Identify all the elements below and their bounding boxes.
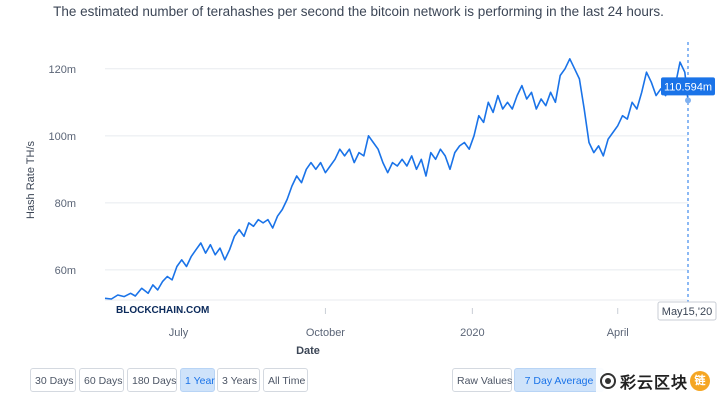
grid-lines xyxy=(105,68,688,301)
hover-point xyxy=(685,97,691,104)
y-axis-label: Hash Rate TH/s xyxy=(25,140,37,219)
range-button-all-time[interactable]: All Time xyxy=(263,368,308,392)
date-tooltip: May15,'20 xyxy=(657,301,717,321)
range-button-30-days[interactable]: 30 Days xyxy=(30,368,76,392)
x-tick-label: July xyxy=(169,327,189,339)
value-tooltip-text: 110.594m xyxy=(664,81,712,93)
y-tick-label: 100m xyxy=(48,131,76,143)
x-tick-labels: July October 2020 April xyxy=(169,308,629,339)
range-button-1-year[interactable]: 1 Year xyxy=(180,368,215,392)
hash-rate-chart: 60m 80m 100m 120m July October 2020 April Hash… xyxy=(25,42,717,357)
x-tick-label: April xyxy=(607,327,629,339)
wechat-logo-icon xyxy=(600,373,616,389)
y-tick-labels: 60m 80m 100m 120m xyxy=(48,64,76,277)
chain-badge-icon: 链 xyxy=(690,371,711,391)
value-tooltip: 110.594m xyxy=(661,77,715,96)
wechat-watermark: 彩云区块 链 xyxy=(596,365,717,397)
mode-button-raw-values[interactable]: Raw Values xyxy=(452,368,512,392)
watermark-text: 彩云区块 xyxy=(620,375,689,392)
y-tick-label: 120m xyxy=(48,64,76,76)
series-line xyxy=(104,58,689,300)
value-tooltip-box xyxy=(661,77,715,96)
range-button-180-days[interactable]: 180 Days xyxy=(127,368,177,392)
y-tick-label: 80m xyxy=(55,198,76,210)
mode-button-7-day-average[interactable]: 7 Day Average xyxy=(514,368,604,392)
x-tick-label: 2020 xyxy=(460,327,484,339)
date-tooltip-text: May15,'20 xyxy=(662,306,712,318)
x-axis-label: Date xyxy=(296,345,320,357)
range-button-3-years[interactable]: 3 Years xyxy=(217,368,260,392)
chart-subtitle: The estimated number of terahashes per s… xyxy=(53,4,664,19)
x-tick-label: October xyxy=(306,327,345,339)
chart-watermark: BLOCKCHAIN.COM xyxy=(116,305,209,316)
date-tooltip-box xyxy=(657,301,717,321)
range-button-60-days[interactable]: 60 Days xyxy=(79,368,124,392)
y-tick-label: 60m xyxy=(55,265,76,277)
